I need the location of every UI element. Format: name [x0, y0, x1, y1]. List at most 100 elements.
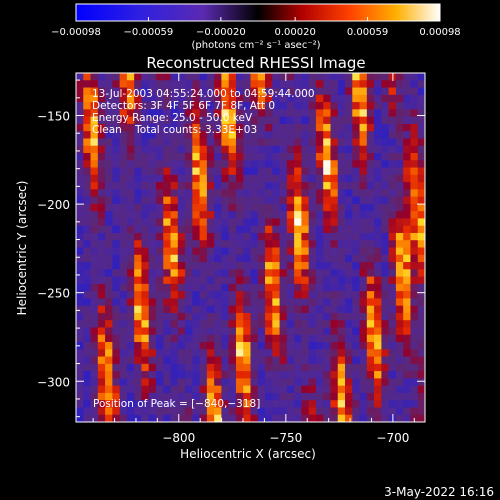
- heatmap-cell: [90, 109, 99, 118]
- heatmap-cell: [359, 138, 368, 147]
- heatmap-cell: [83, 327, 91, 336]
- heatmap-cell: [185, 269, 193, 277]
- heatmap-cell: [315, 262, 324, 270]
- heatmap-cell: [417, 160, 426, 168]
- heatmap-cell: [112, 116, 121, 125]
- heatmap-cell: [155, 414, 164, 423]
- heatmap-cell: [359, 342, 368, 350]
- heatmap-cell: [199, 189, 208, 197]
- heatmap-cell: [134, 116, 142, 125]
- heatmap-cell: [265, 371, 273, 379]
- heatmap-cell: [177, 94, 186, 103]
- heatmap-cell: [403, 305, 411, 314]
- heatmap-cell: [294, 167, 302, 176]
- heatmap-cell: [235, 334, 244, 343]
- heatmap-cell: [308, 240, 317, 248]
- heatmap-cell: [192, 73, 200, 81]
- heatmap-cell: [228, 138, 237, 147]
- heatmap-cell: [308, 414, 317, 423]
- heatmap-cell: [83, 116, 91, 125]
- heatmap-cell: [301, 160, 310, 168]
- heatmap-cell: [163, 160, 171, 168]
- heatmap-cell: [134, 73, 142, 81]
- heatmap-cell: [112, 152, 121, 161]
- heatmap-cell: [359, 291, 368, 299]
- heatmap-cell: [403, 211, 411, 219]
- heatmap-cell: [155, 138, 164, 147]
- heatmap-cell: [308, 371, 317, 379]
- heatmap-cell: [381, 196, 390, 205]
- heatmap-cell: [97, 189, 106, 197]
- heatmap-cell: [148, 87, 157, 96]
- heatmap-cell: [214, 385, 222, 394]
- heatmap-cell: [352, 102, 360, 110]
- heatmap-cell: [243, 145, 251, 154]
- heatmap-cell: [170, 254, 179, 263]
- heatmap-cell: [395, 363, 404, 372]
- heatmap-cell: [337, 160, 346, 168]
- heatmap-cell: [185, 385, 193, 394]
- heatmap-cell: [374, 407, 382, 416]
- heatmap-cell: [134, 225, 142, 234]
- heatmap-cell: [395, 349, 404, 357]
- heatmap-cell: [228, 356, 237, 365]
- heatmap-cell: [112, 407, 121, 416]
- heatmap-cell: [235, 320, 244, 328]
- heatmap-cell: [221, 269, 230, 277]
- heatmap-cell: [126, 414, 135, 423]
- heatmap-cell: [286, 232, 295, 241]
- heatmap-cell: [228, 102, 237, 110]
- heatmap-cell: [265, 80, 273, 88]
- heatmap-cell: [163, 189, 171, 197]
- heatmap-cell: [250, 269, 259, 277]
- heatmap-cell: [257, 414, 266, 423]
- heatmap-cell: [265, 218, 273, 227]
- heatmap-cell: [294, 378, 302, 387]
- heatmap-cell: [90, 363, 99, 372]
- heatmap-cell: [301, 291, 310, 299]
- heatmap-cell: [83, 225, 91, 234]
- heatmap-cell: [294, 305, 302, 314]
- heatmap-cell: [221, 407, 230, 416]
- heatmap-cell: [294, 327, 302, 336]
- heatmap-cell: [177, 131, 186, 139]
- heatmap-cell: [286, 102, 295, 110]
- heatmap-cell: [323, 363, 331, 372]
- heatmap-cell: [214, 87, 222, 96]
- heatmap-cell: [192, 349, 200, 357]
- heatmap-cell: [279, 232, 288, 241]
- heatmap-cell: [221, 232, 230, 241]
- heatmap-cell: [403, 152, 411, 161]
- heatmap-cell: [199, 174, 208, 183]
- heatmap-cell: [105, 174, 113, 183]
- heatmap-cell: [265, 123, 273, 132]
- heatmap-cell: [388, 145, 397, 154]
- heatmap-cell: [366, 356, 375, 365]
- heatmap-cell: [221, 327, 230, 336]
- heatmap-cell: [185, 102, 193, 110]
- heatmap-cell: [97, 203, 106, 212]
- heatmap-cell: [250, 385, 259, 394]
- heatmap-cell: [192, 414, 200, 423]
- heatmap-cell: [163, 392, 171, 401]
- heatmap-cell: [381, 211, 390, 219]
- heatmap-cell: [366, 131, 375, 139]
- heatmap-cell: [199, 80, 208, 88]
- heatmap-cell: [206, 73, 215, 81]
- heatmap-cell: [83, 356, 91, 365]
- heatmap-cell: [119, 392, 128, 401]
- heatmap-cell: [97, 349, 106, 357]
- heatmap-cell: [76, 225, 84, 234]
- heatmap-cell: [410, 356, 419, 365]
- heatmap-cell: [337, 80, 346, 88]
- heatmap-cell: [395, 196, 404, 205]
- heatmap-cell: [97, 400, 106, 408]
- heatmap-cell: [97, 291, 106, 299]
- heatmap-cell: [308, 167, 317, 176]
- heatmap-cell: [381, 138, 390, 147]
- heatmap-cell: [185, 371, 193, 379]
- heatmap-cell: [403, 247, 411, 256]
- heatmap-cell: [403, 414, 411, 423]
- heatmap-cell: [250, 371, 259, 379]
- heatmap-cell: [76, 327, 84, 336]
